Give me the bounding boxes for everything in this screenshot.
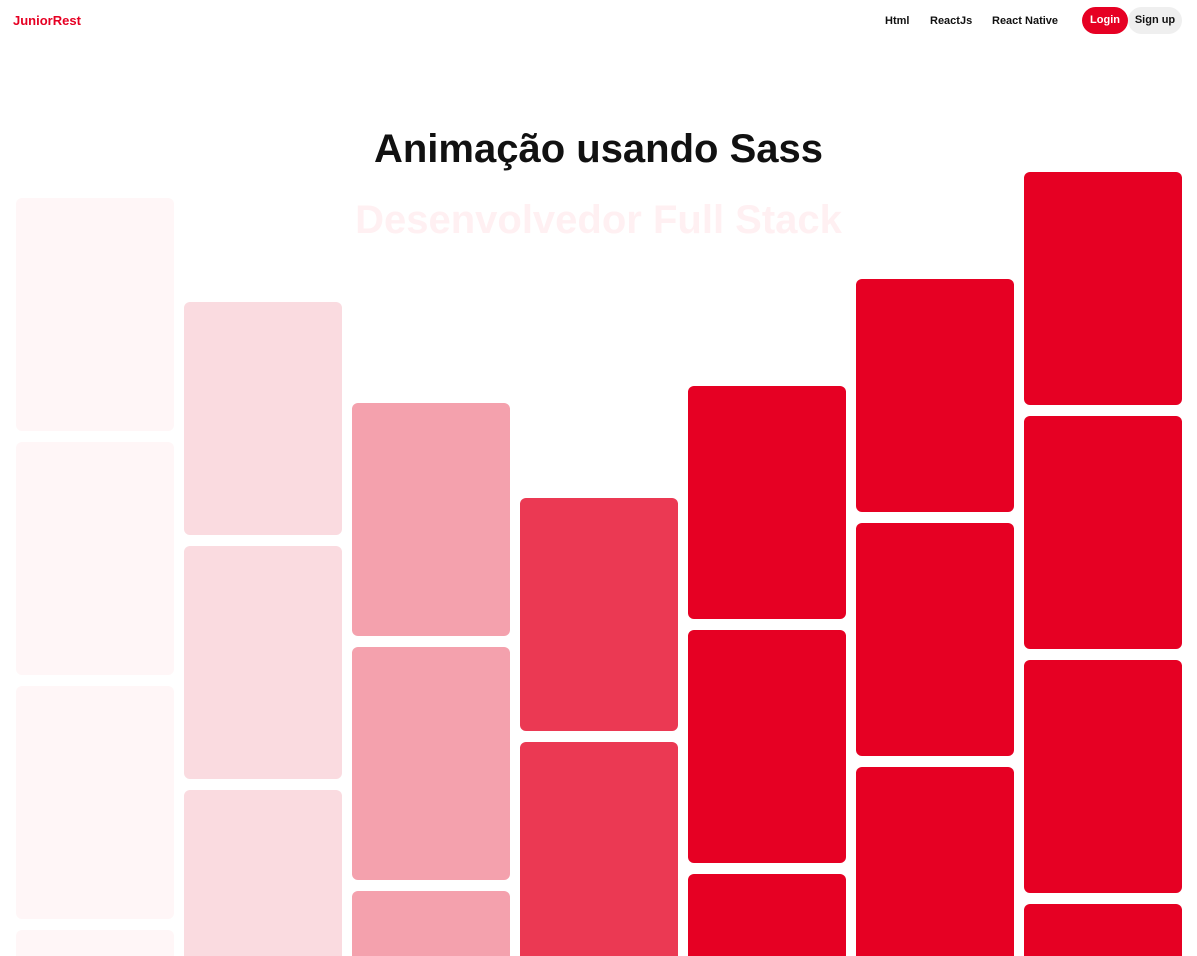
card-col7-row4 xyxy=(1024,904,1182,956)
card-col5-row2 xyxy=(688,630,846,863)
nav-link-html[interactable]: Html xyxy=(885,15,910,27)
card-col1-row4 xyxy=(16,930,174,956)
card-col2-row1 xyxy=(184,302,342,535)
card-col6-row2 xyxy=(856,523,1014,756)
page-title: Animação usando Sass xyxy=(373,127,824,171)
card-col3-row3 xyxy=(352,891,510,956)
card-col6-row3 xyxy=(856,767,1014,956)
card-col1-row2 xyxy=(16,442,174,675)
card-col5-row1 xyxy=(688,386,846,619)
card-col4-row2 xyxy=(520,742,678,956)
brand-logo[interactable]: JuniorRest xyxy=(13,13,81,28)
navbar: JuniorRest Html ReactJs React Native Log… xyxy=(0,0,1197,44)
card-col7-row1 xyxy=(1024,172,1182,405)
nav-link-react-native[interactable]: React Native xyxy=(992,15,1059,27)
card-col3-row2 xyxy=(352,647,510,880)
card-col1-row1 xyxy=(16,198,174,431)
signup-button[interactable]: Sign up xyxy=(1128,7,1182,34)
card-col3-row1 xyxy=(352,403,510,636)
card-col6-row1 xyxy=(856,279,1014,512)
card-col5-row3 xyxy=(688,874,846,956)
card-col4-row1 xyxy=(520,498,678,731)
login-button[interactable]: Login xyxy=(1082,7,1128,34)
card-col1-row3 xyxy=(16,686,174,919)
card-col2-row3 xyxy=(184,790,342,956)
page-subtitle: Desenvolvedor Full Stack xyxy=(355,198,842,242)
card-col7-row2 xyxy=(1024,416,1182,649)
card-col7-row3 xyxy=(1024,660,1182,893)
nav-link-reactjs[interactable]: ReactJs xyxy=(930,15,973,27)
card-col2-row2 xyxy=(184,546,342,779)
